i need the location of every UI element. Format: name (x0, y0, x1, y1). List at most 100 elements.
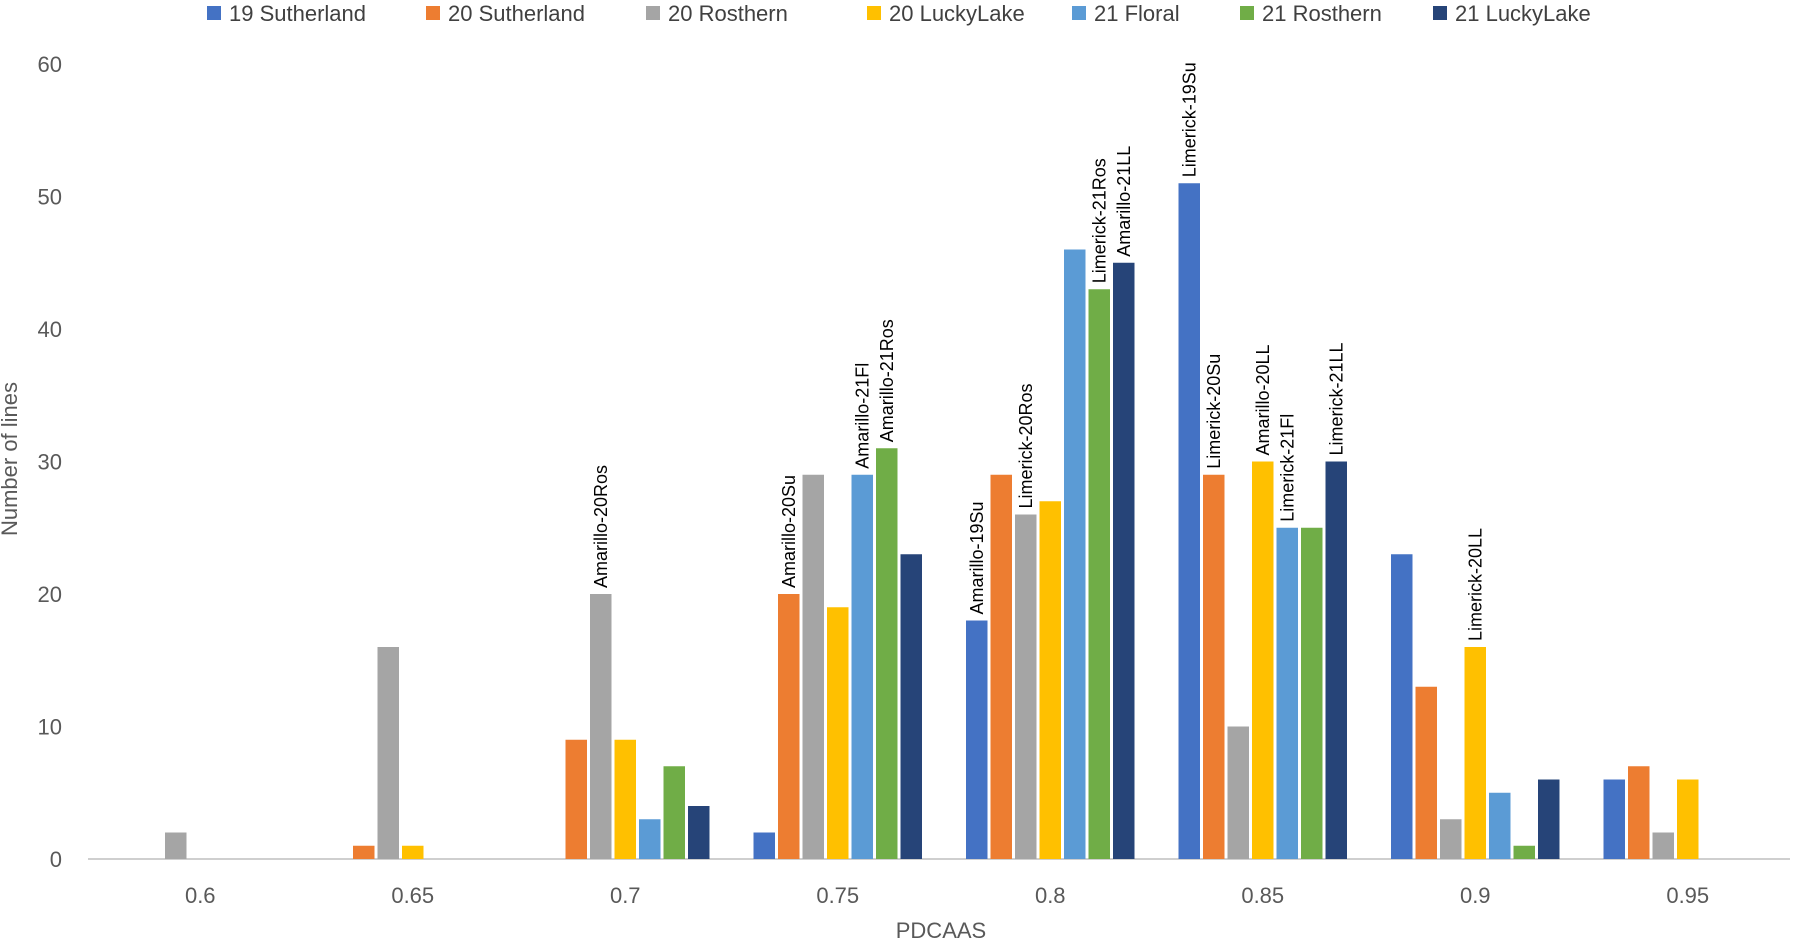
bar (802, 474, 824, 859)
bar (688, 806, 710, 859)
bar (1227, 726, 1249, 859)
bar (1064, 249, 1086, 859)
legend-label: 20 LuckyLake (889, 1, 1025, 26)
legend-item: 20 Rosthern (646, 1, 788, 26)
bar (1538, 779, 1560, 859)
y-tick-label: 30 (38, 450, 62, 475)
bar (753, 832, 775, 859)
legend-label: 21 LuckyLake (1455, 1, 1591, 26)
x-tick-label: 0.65 (391, 883, 434, 908)
bar (1415, 686, 1437, 859)
bar-annotation: Amarillo-20Ros (591, 465, 611, 588)
bar-annotation: Limerick-21Ros (1089, 158, 1109, 283)
bar (614, 739, 636, 859)
x-tick-label: 0.6 (185, 883, 216, 908)
x-tick-label: 0.75 (816, 883, 859, 908)
bar (1489, 792, 1511, 859)
legend-item: 21 Floral (1072, 1, 1180, 26)
bar (1677, 779, 1699, 859)
bar (165, 832, 187, 859)
legend-label: 20 Sutherland (448, 1, 585, 26)
y-tick-label: 10 (38, 715, 62, 740)
legend-swatch (1433, 6, 1447, 20)
bar (1628, 766, 1650, 859)
bar (377, 647, 399, 859)
bar (353, 845, 375, 859)
bar (1603, 779, 1625, 859)
bar-annotation: Amarillo-19Su (967, 501, 987, 614)
legend-swatch (1240, 6, 1254, 20)
bar (590, 594, 612, 859)
bar-annotation: Amarillo-20Su (779, 475, 799, 588)
legend: 19 Sutherland 20 Sutherland 20 Rosthern 20 … (207, 1, 1591, 26)
bars (165, 183, 1699, 859)
x-tick-label: 0.7 (610, 883, 641, 908)
bar-annotation: Limerick-19Su (1179, 62, 1199, 177)
bar (565, 739, 587, 859)
legend-swatch (426, 6, 440, 20)
bar (1513, 845, 1535, 859)
bar (990, 474, 1012, 859)
legend-label: 19 Sutherland (229, 1, 366, 26)
bar (1652, 832, 1674, 859)
bar (1301, 527, 1323, 859)
legend-swatch (867, 6, 881, 20)
legend-label: 20 Rosthern (668, 1, 788, 26)
y-tick-label: 20 (38, 582, 62, 607)
bar (1276, 527, 1298, 859)
bar-annotation: Limerick-20Ros (1016, 383, 1036, 508)
legend-item: 21 LuckyLake (1433, 1, 1591, 26)
x-axis-title: PDCAAS (896, 918, 986, 943)
x-tick-label: 0.85 (1241, 883, 1284, 908)
bar (900, 554, 922, 859)
bar (1113, 262, 1135, 859)
bar (1252, 461, 1274, 859)
bar (827, 607, 849, 859)
x-tick-label: 0.8 (1035, 883, 1066, 908)
x-tick-label: 0.95 (1666, 883, 1709, 908)
y-tick-label: 60 (38, 52, 62, 77)
legend-label: 21 Rosthern (1262, 1, 1382, 26)
bar (1325, 461, 1347, 859)
bar-annotation: Amarillo-21LL (1114, 146, 1134, 257)
bar-annotation: Limerick-21Fl (1277, 414, 1297, 522)
bar (876, 448, 898, 859)
bar (1088, 289, 1110, 859)
bar (663, 766, 685, 859)
bar (1440, 819, 1462, 859)
legend-swatch (207, 6, 221, 20)
bar-annotation: Limerick-21LL (1326, 342, 1346, 455)
legend-item: 20 Sutherland (426, 1, 585, 26)
y-tick-label: 40 (38, 317, 62, 342)
y-tick-label: 50 (38, 185, 62, 210)
y-tick-label: 0 (50, 847, 62, 872)
bar (639, 819, 661, 859)
bar (1039, 501, 1061, 859)
legend-item: 21 Rosthern (1240, 1, 1382, 26)
axes: 0 10 20 30 40 50 60 0.6 0.65 0.7 0.75 0.8 0.85 0.9 0.9… (38, 52, 1790, 908)
legend-label: 21 Floral (1094, 1, 1180, 26)
legend-swatch (646, 6, 660, 20)
bar-annotations: Amarillo-20Ros Amarillo-20Su Amarillo-21Fl… (591, 62, 1486, 641)
legend-swatch (1072, 6, 1086, 20)
bar (1178, 183, 1200, 859)
y-axis-title: Number of lines (0, 382, 22, 536)
bar-annotation: Limerick-20Su (1204, 354, 1224, 469)
bar-annotation: Amarillo-21Fl (852, 363, 872, 469)
bar-annotation: Amarillo-21Ros (877, 319, 897, 442)
bar (1464, 647, 1486, 859)
x-tick-label: 0.9 (1460, 883, 1491, 908)
bar (1015, 514, 1037, 859)
bar (1203, 474, 1225, 859)
bar (402, 845, 424, 859)
bar (851, 474, 873, 859)
legend-item: 19 Sutherland (207, 1, 366, 26)
bar (1391, 554, 1413, 859)
bar (966, 620, 988, 859)
legend-item: 20 LuckyLake (867, 1, 1025, 26)
bar-annotation: Limerick-20LL (1465, 528, 1485, 641)
bar-annotation: Amarillo-20LL (1253, 344, 1273, 455)
bar (778, 594, 800, 859)
